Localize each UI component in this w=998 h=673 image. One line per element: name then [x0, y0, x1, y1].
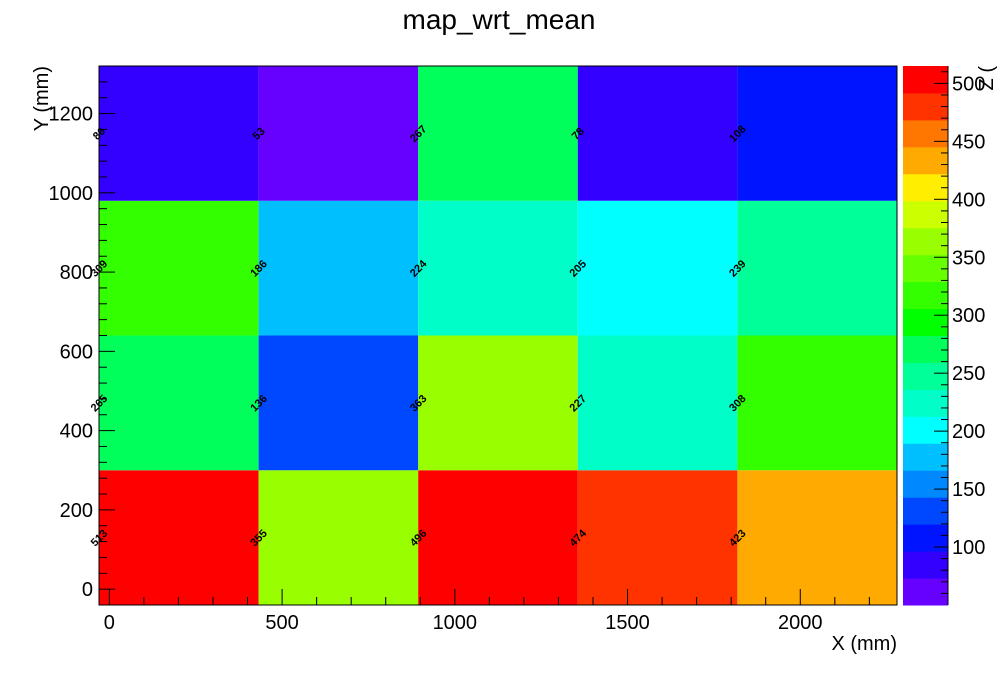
y-axis-label: Y (mm) [31, 66, 53, 131]
heatmap-cell [737, 470, 897, 605]
y-tick-label: 1000 [49, 183, 94, 205]
colorbar-tick-label: 250 [952, 363, 985, 385]
colorbar: 100 150 200 250 300 350 400 450 500 [903, 66, 985, 606]
colorbar-tick-label: 400 [952, 189, 985, 211]
colorbar-swatch [903, 66, 948, 94]
colorbar-swatch [903, 335, 948, 363]
heatmap-cell [418, 470, 578, 605]
y-tick-label: 200 [60, 500, 93, 522]
heatmap-cell [577, 470, 738, 605]
colorbar-swatch [903, 119, 948, 148]
colorbar-swatch [903, 416, 948, 444]
colorbar-tick-label: 300 [952, 305, 985, 327]
colorbar-swatch [903, 551, 948, 579]
heatmap-cell [99, 200, 259, 336]
colorbar-swatch [903, 578, 948, 606]
y-tick-label: 400 [60, 421, 93, 443]
y-tick-label: 0 [82, 579, 93, 601]
colorbar-swatch [903, 200, 948, 229]
colorbar-swatch [903, 254, 948, 283]
colorbar-tick-label: 200 [952, 421, 985, 443]
colorbar-swatch [903, 227, 948, 256]
colorbar-tick-label: 100 [952, 537, 985, 559]
x-axis: 0 500 1000 1500 2000 [104, 589, 870, 634]
heatmap-cell [418, 200, 578, 336]
heatmap-cell [258, 66, 419, 201]
y-tick-label: 1200 [49, 104, 94, 126]
heatmap-cells [99, 66, 897, 605]
colorbar-swatch [903, 497, 948, 525]
x-tick-label: 500 [265, 612, 298, 634]
colorbar-swatch [903, 389, 948, 417]
colorbar-tick-label: 500 [952, 73, 985, 95]
heatmap-cell [737, 200, 897, 336]
x-axis-label: X (mm) [831, 633, 897, 655]
colorbar-swatch [903, 173, 948, 202]
y-tick-label: 800 [60, 262, 93, 284]
y-axis: 0 200 400 600 800 1000 1200 [49, 81, 115, 601]
colorbar-swatch [903, 470, 948, 498]
colorbar-swatch [903, 92, 948, 121]
heatmap-cell [577, 335, 738, 471]
x-tick-label: 1500 [605, 612, 650, 634]
heatmap-cell [737, 66, 897, 201]
heatmap-cell [418, 335, 578, 471]
x-tick-label: 2000 [778, 612, 823, 634]
colorbar-swatch [903, 362, 948, 390]
colorbar-swatch [903, 308, 948, 336]
colorbar-tick-label: 450 [952, 131, 985, 153]
x-tick-label: 1000 [433, 612, 478, 634]
heatmap-cell [258, 335, 419, 471]
heatmap-cell [577, 66, 738, 201]
heatmap-cell [99, 470, 259, 605]
y-tick-label: 600 [60, 341, 93, 363]
heatmap-cell [258, 470, 419, 605]
heatmap-cell [258, 200, 419, 336]
heatmap-cell [418, 66, 578, 201]
chart-title: map_wrt_mean [402, 4, 596, 35]
colorbar-tick-label: 150 [952, 479, 985, 501]
colorbar-swatch [903, 146, 948, 175]
z-axis-label: Z ( [976, 66, 998, 91]
x-tick-label: 0 [104, 612, 115, 634]
heatmap-cell [577, 200, 738, 336]
colorbar-swatch [903, 443, 948, 471]
colorbar-tick-label: 350 [952, 247, 985, 269]
heatmap-cell [99, 66, 259, 201]
colorbar-swatch [903, 281, 948, 310]
heatmap-cell [99, 335, 259, 471]
heatmap-cell [737, 335, 897, 471]
